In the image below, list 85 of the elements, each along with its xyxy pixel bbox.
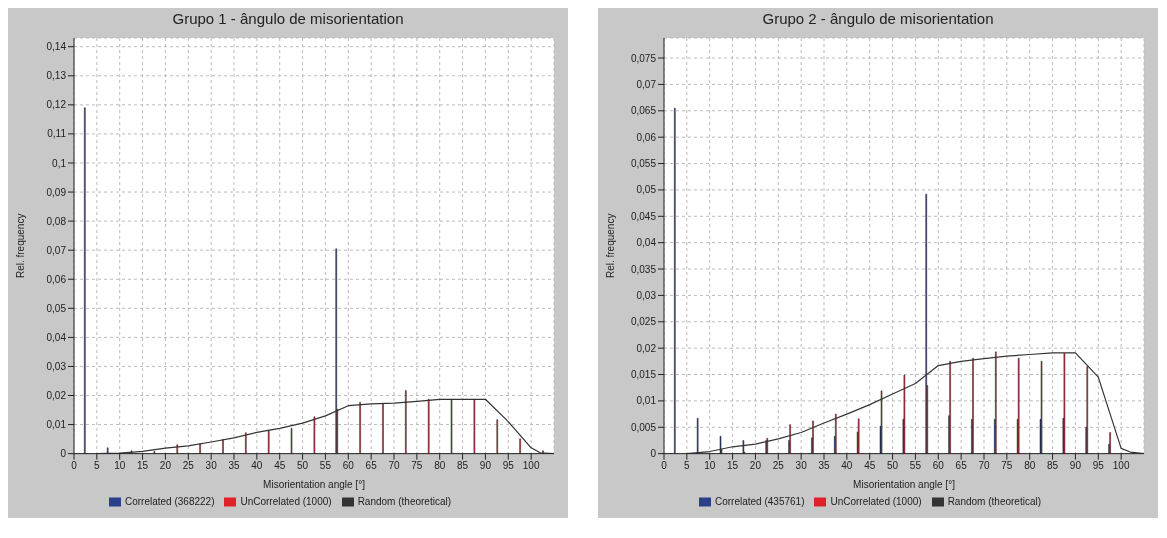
x-tick-label: 85 (457, 459, 469, 471)
y-tick-label: 0,02 (636, 342, 657, 354)
x-tick-label: 65 (365, 459, 378, 471)
y-tick-label: 0,07 (46, 244, 67, 256)
x-tick-label: 45 (274, 459, 286, 471)
y-tick-label: 0,06 (636, 131, 657, 143)
legend-label: Correlated (435761) (714, 495, 805, 507)
x-tick-label: 90 (479, 459, 492, 471)
x-tick-label: 35 (228, 459, 240, 471)
y-tick-label: 0,01 (636, 395, 657, 407)
y-tick-label: 0,05 (46, 302, 67, 314)
x-tick-label: 95 (1092, 459, 1105, 471)
x-tick-label: 95 (502, 459, 515, 471)
x-tick-label: 70 (978, 459, 990, 471)
x-tick-label: 75 (411, 459, 423, 471)
y-tick-label: 0,075 (630, 52, 657, 64)
x-tick-label: 5 (684, 459, 691, 471)
y-tick-label: 0,04 (46, 331, 67, 343)
y-tick-label: 0,04 (636, 237, 657, 249)
x-tick-label: 80 (1024, 459, 1036, 471)
x-tick-label: 20 (159, 459, 172, 471)
x-tick-label: 30 (795, 459, 808, 471)
x-tick-label: 70 (388, 459, 400, 471)
y-tick-label: 0,065 (630, 105, 657, 117)
x-tick-label: 0 (661, 459, 668, 471)
y-tick-label: 0,025 (630, 316, 657, 328)
x-tick-label: 10 (114, 459, 126, 471)
x-tick-label: 85 (1047, 459, 1059, 471)
y-tick-label: 0,13 (46, 70, 67, 82)
x-tick-label: 30 (205, 459, 218, 471)
x-tick-label: 5 (94, 459, 101, 471)
x-tick-label: 50 (297, 459, 309, 471)
x-tick-label: 25 (772, 459, 785, 471)
legend-label: UnCorrelated (1000) (830, 495, 922, 507)
legend-label: Correlated (368222) (124, 495, 215, 507)
y-tick-label: 0,02 (46, 390, 67, 402)
y-tick-label: 0,11 (47, 128, 67, 140)
x-tick-label: 40 (251, 459, 263, 471)
x-tick-label: 55 (319, 459, 332, 471)
x-tick-label: 15 (727, 459, 739, 471)
y-tick-label: 0 (60, 448, 67, 460)
x-tick-label: 10 (704, 459, 716, 471)
x-tick-label: 20 (749, 459, 762, 471)
x-tick-label: 100 (522, 459, 540, 471)
x-tick-label: 55 (909, 459, 922, 471)
y-tick-label: 0,03 (46, 360, 67, 372)
x-tick-label: 60 (932, 459, 945, 471)
x-axis-title: Misorientation angle [°] (263, 478, 366, 490)
y-tick-label: 0,14 (46, 41, 67, 53)
y-axis-title: Rel. frequency (14, 213, 26, 279)
y-tick-label: 0,015 (630, 369, 657, 381)
x-tick-label: 50 (887, 459, 899, 471)
x-tick-label: 35 (818, 459, 830, 471)
y-tick-label: 0,045 (630, 210, 657, 222)
x-tick-label: 65 (955, 459, 968, 471)
legend-label: UnCorrelated (1000) (240, 495, 332, 507)
x-tick-label: 15 (137, 459, 149, 471)
y-tick-label: 0,08 (46, 215, 67, 227)
y-tick-label: 0,035 (630, 263, 657, 275)
x-tick-label: 60 (342, 459, 355, 471)
x-tick-label: 100 (1112, 459, 1130, 471)
y-tick-label: 0,005 (630, 421, 657, 433)
y-tick-label: 0,05 (636, 184, 657, 196)
x-tick-label: 75 (1001, 459, 1013, 471)
y-tick-label: 0,03 (636, 289, 657, 301)
x-tick-label: 0 (71, 459, 78, 471)
y-tick-label: 0,1 (52, 157, 67, 169)
x-axis-title: Misorientation angle [°] (853, 478, 956, 490)
x-tick-label: 80 (434, 459, 446, 471)
y-tick-label: 0,09 (46, 186, 67, 198)
x-tick-label: 90 (1069, 459, 1082, 471)
x-tick-label: 25 (182, 459, 195, 471)
y-axis-title: Rel. frequency (604, 213, 616, 279)
chart-title: Grupo 2 - ângulo de misorientation (761, 10, 995, 29)
x-tick-label: 40 (841, 459, 853, 471)
y-tick-label: 0,01 (46, 419, 67, 431)
y-tick-label: 0 (650, 448, 657, 460)
legend-label: Random (theoretical) (947, 495, 1042, 507)
y-tick-label: 0,07 (636, 78, 657, 90)
legend-label: Random (theoretical) (357, 495, 452, 507)
x-tick-label: 45 (864, 459, 876, 471)
chart-title: Grupo 1 - ângulo de misorientation (171, 10, 405, 29)
y-tick-label: 0,06 (46, 273, 67, 285)
y-tick-label: 0,055 (630, 158, 657, 170)
y-tick-label: 0,12 (46, 99, 67, 111)
